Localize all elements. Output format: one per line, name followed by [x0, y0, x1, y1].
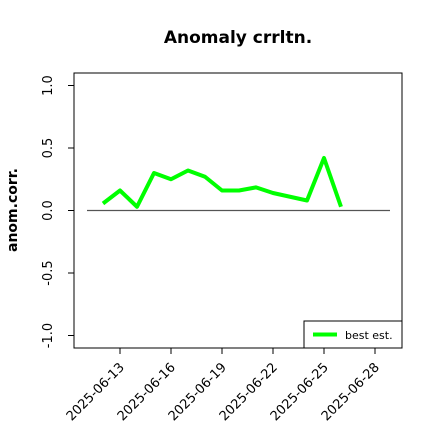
y-tick-label: 0.0	[41, 200, 56, 221]
y-tick-label: -1.0	[41, 323, 56, 348]
y-tick-label: 0.5	[41, 138, 56, 159]
series-line	[101, 156, 343, 209]
legend-label: best est.	[345, 329, 393, 342]
y-axis-label: anom.corr.	[5, 168, 21, 252]
y-tick-label: 1.0	[41, 75, 56, 96]
chart-title: Anomaly crrltn.	[164, 28, 312, 48]
y-tick-label: -0.5	[41, 260, 56, 285]
